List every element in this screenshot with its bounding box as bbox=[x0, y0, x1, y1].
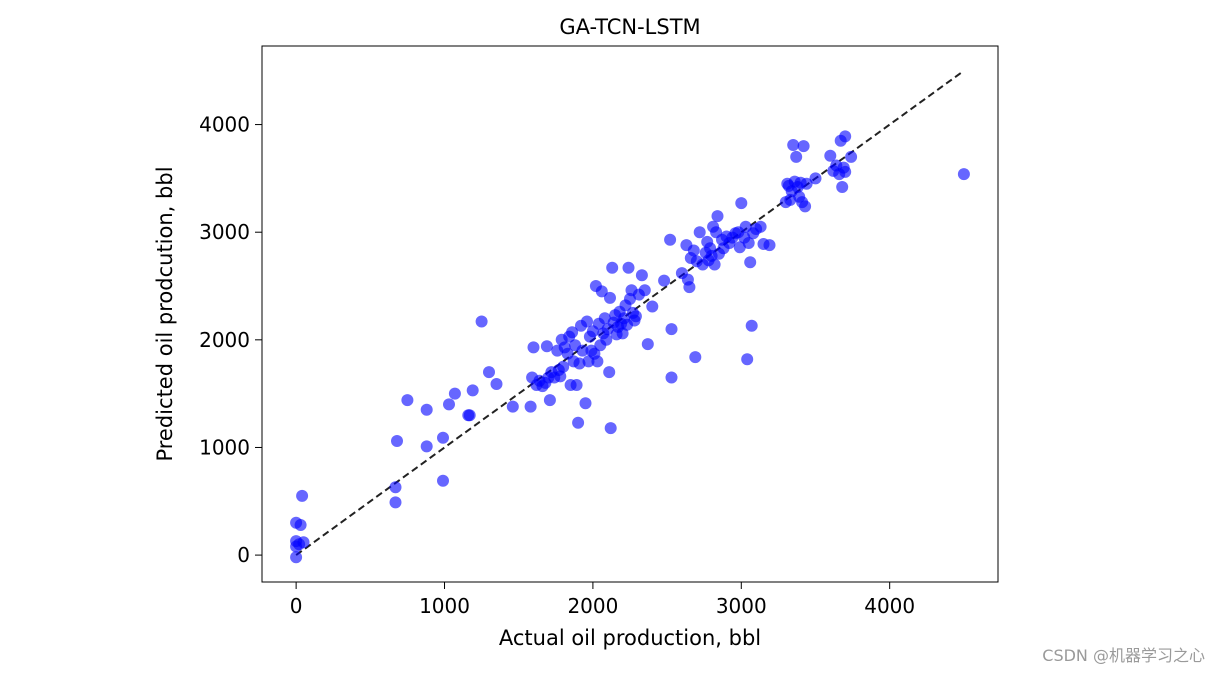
data-point bbox=[527, 341, 540, 354]
data-point bbox=[754, 220, 767, 233]
data-point bbox=[622, 261, 635, 274]
data-point bbox=[646, 300, 659, 313]
data-point bbox=[606, 261, 619, 274]
data-point bbox=[554, 370, 567, 383]
data-point bbox=[290, 551, 303, 564]
data-point bbox=[809, 172, 822, 185]
data-point bbox=[581, 315, 593, 328]
data-point bbox=[689, 351, 702, 364]
x-tick-label: 2000 bbox=[567, 594, 618, 618]
data-point bbox=[957, 168, 970, 181]
data-point bbox=[687, 244, 700, 257]
x-tick-label: 0 bbox=[290, 594, 303, 618]
data-point bbox=[540, 340, 553, 353]
x-tick-label: 4000 bbox=[864, 594, 915, 618]
data-point bbox=[570, 379, 583, 391]
data-point bbox=[566, 326, 579, 339]
data-point bbox=[604, 422, 617, 435]
data-point bbox=[466, 384, 479, 397]
data-point bbox=[839, 130, 852, 143]
data-point bbox=[845, 150, 858, 163]
data-point bbox=[448, 387, 461, 400]
data-point bbox=[664, 233, 677, 246]
x-axis-label: Actual oil production, bbl bbox=[499, 626, 761, 650]
data-point bbox=[604, 291, 616, 304]
data-point bbox=[742, 237, 755, 249]
y-axis-label: Predicted oil prodcution, bbl bbox=[153, 166, 177, 461]
data-point bbox=[572, 416, 585, 429]
y-tick-label: 4000 bbox=[199, 113, 250, 137]
data-point bbox=[579, 397, 592, 410]
y-axis-ticks: 0 1000 2000 3000 4000 bbox=[199, 113, 262, 567]
data-point bbox=[437, 431, 449, 444]
data-point bbox=[463, 409, 476, 422]
data-point bbox=[797, 140, 810, 153]
data-point bbox=[524, 400, 537, 413]
y-tick-label: 0 bbox=[237, 543, 250, 567]
data-point bbox=[296, 489, 309, 502]
data-point bbox=[557, 360, 570, 373]
data-point bbox=[641, 338, 654, 351]
data-point bbox=[391, 435, 403, 447]
data-point bbox=[294, 519, 307, 531]
data-point bbox=[638, 284, 651, 297]
data-point bbox=[800, 177, 813, 190]
data-point bbox=[824, 149, 837, 162]
data-point bbox=[443, 398, 455, 411]
data-point bbox=[600, 333, 613, 346]
data-point bbox=[576, 344, 589, 357]
data-point bbox=[665, 323, 678, 336]
points-layer bbox=[290, 130, 970, 564]
data-point bbox=[420, 403, 433, 416]
data-point bbox=[735, 197, 748, 210]
data-point bbox=[475, 315, 488, 328]
data-point bbox=[598, 312, 611, 325]
data-point bbox=[745, 319, 758, 332]
data-point bbox=[799, 200, 812, 213]
data-point bbox=[595, 285, 608, 298]
data-point bbox=[543, 394, 556, 407]
chart-title: GA-TCN-LSTM bbox=[559, 15, 700, 39]
data-point bbox=[790, 150, 803, 163]
data-point bbox=[629, 310, 642, 323]
data-point bbox=[389, 481, 402, 494]
y-tick-label: 2000 bbox=[199, 328, 250, 352]
data-point bbox=[483, 366, 495, 379]
data-point bbox=[836, 181, 849, 193]
y-tick-label: 3000 bbox=[199, 220, 250, 244]
data-point bbox=[733, 241, 746, 254]
data-point bbox=[708, 258, 721, 271]
data-point bbox=[437, 474, 449, 487]
data-point bbox=[711, 210, 724, 223]
data-point bbox=[683, 281, 696, 294]
x-tick-label: 3000 bbox=[716, 594, 767, 618]
data-point bbox=[665, 371, 678, 384]
data-point bbox=[763, 239, 776, 252]
data-point bbox=[744, 256, 757, 269]
data-point bbox=[839, 165, 852, 178]
data-point bbox=[401, 394, 414, 407]
data-point bbox=[420, 440, 433, 453]
axes-frame bbox=[261, 45, 999, 583]
y-tick-label: 1000 bbox=[199, 435, 250, 459]
data-point bbox=[741, 353, 754, 366]
data-point bbox=[787, 139, 800, 151]
x-axis-ticks: 0 1000 2000 3000 4000 bbox=[290, 582, 915, 618]
data-point bbox=[693, 226, 706, 239]
watermark: CSDN @机器学习之心 bbox=[1042, 646, 1205, 665]
x-tick-label: 1000 bbox=[419, 594, 470, 618]
data-point bbox=[591, 355, 604, 368]
data-point bbox=[603, 366, 616, 379]
data-point bbox=[635, 269, 648, 282]
data-point bbox=[490, 378, 503, 390]
data-point bbox=[658, 274, 671, 287]
data-point bbox=[297, 536, 310, 549]
data-point bbox=[506, 400, 519, 413]
data-point bbox=[573, 357, 586, 370]
data-point bbox=[389, 496, 402, 509]
